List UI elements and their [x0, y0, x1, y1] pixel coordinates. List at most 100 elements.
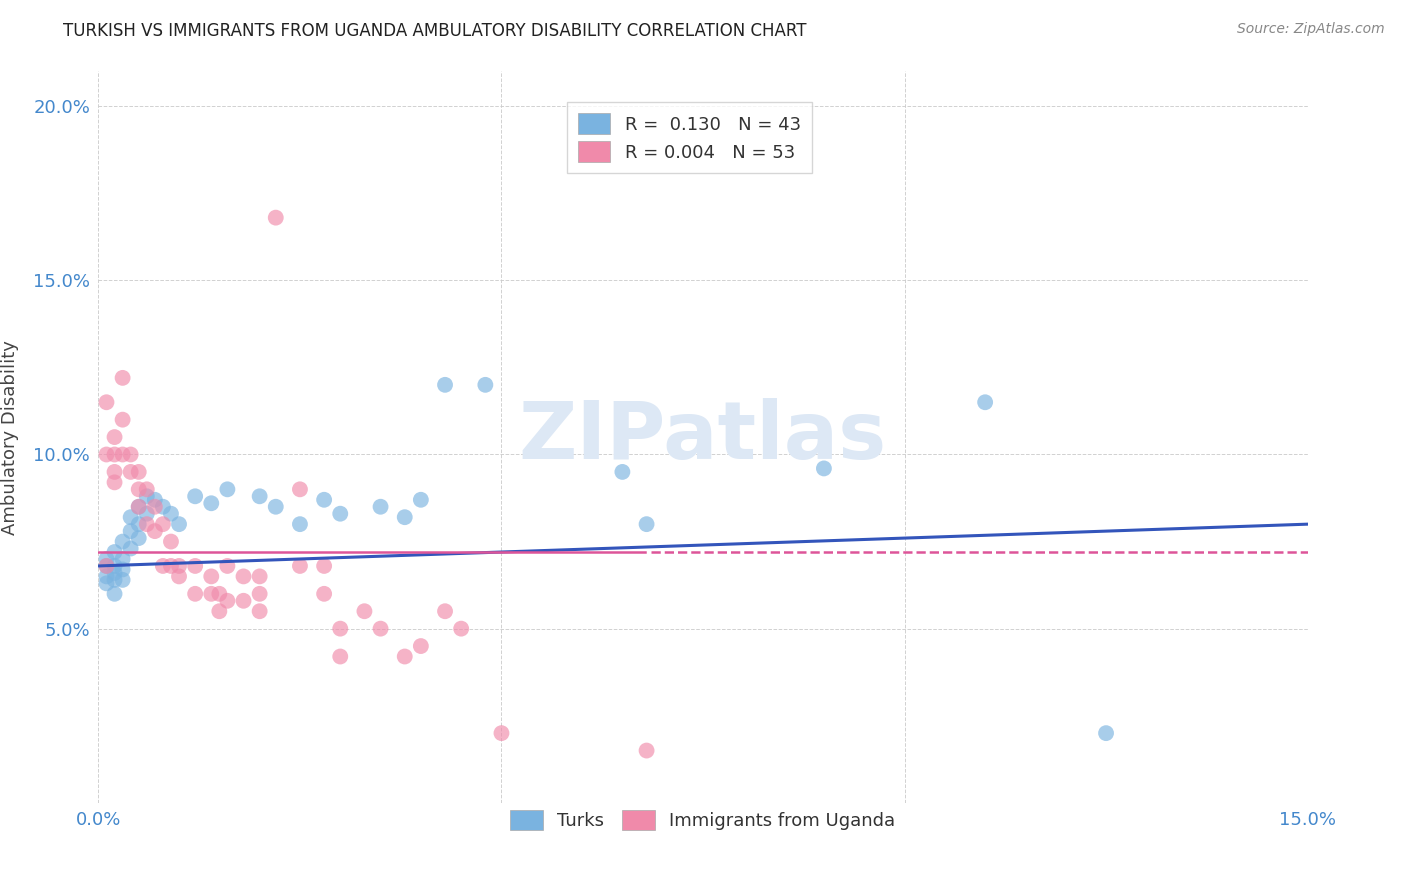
Point — [370, 622, 392, 636]
Point — [152, 558, 174, 573]
Point — [249, 489, 271, 503]
Point — [103, 475, 125, 490]
Point — [120, 465, 142, 479]
Point — [329, 649, 352, 664]
Point — [217, 483, 239, 497]
Legend: Turks, Immigrants from Uganda: Turks, Immigrants from Uganda — [503, 803, 903, 838]
Point — [96, 558, 118, 573]
Point — [208, 587, 231, 601]
Point — [152, 500, 174, 514]
Point — [264, 211, 287, 225]
Point — [329, 622, 352, 636]
Point — [128, 500, 150, 514]
Point — [200, 496, 222, 510]
Point — [96, 448, 118, 462]
Point — [167, 569, 190, 583]
Point — [636, 743, 658, 757]
Point — [636, 517, 658, 532]
Point — [474, 377, 496, 392]
Point — [200, 569, 222, 583]
Point — [120, 510, 142, 524]
Point — [434, 377, 457, 392]
Point — [329, 507, 352, 521]
Point — [409, 639, 432, 653]
Point — [160, 507, 183, 521]
Point — [111, 371, 134, 385]
Point — [314, 587, 336, 601]
Point — [103, 448, 125, 462]
Point — [1095, 726, 1118, 740]
Point — [128, 517, 150, 532]
Point — [103, 545, 125, 559]
Point — [120, 448, 142, 462]
Point — [128, 500, 150, 514]
Point — [143, 492, 166, 507]
Point — [434, 604, 457, 618]
Point — [184, 587, 207, 601]
Point — [288, 558, 311, 573]
Point — [160, 558, 183, 573]
Text: ZIPatlas: ZIPatlas — [519, 398, 887, 476]
Point — [394, 510, 416, 524]
Point — [96, 569, 118, 583]
Point — [409, 492, 432, 507]
Point — [111, 448, 134, 462]
Point — [111, 573, 134, 587]
Point — [314, 492, 336, 507]
Point — [103, 465, 125, 479]
Point — [143, 524, 166, 538]
Point — [491, 726, 513, 740]
Point — [217, 594, 239, 608]
Point — [111, 552, 134, 566]
Point — [135, 489, 157, 503]
Point — [152, 517, 174, 532]
Point — [96, 558, 118, 573]
Point — [111, 412, 134, 426]
Point — [249, 604, 271, 618]
Point — [813, 461, 835, 475]
Point — [232, 569, 254, 583]
Text: Source: ZipAtlas.com: Source: ZipAtlas.com — [1237, 22, 1385, 37]
Point — [160, 534, 183, 549]
Point — [394, 649, 416, 664]
Point — [143, 500, 166, 514]
Point — [111, 534, 134, 549]
Point — [167, 517, 190, 532]
Point — [96, 395, 118, 409]
Point — [288, 517, 311, 532]
Point — [120, 524, 142, 538]
Point — [103, 566, 125, 580]
Text: TURKISH VS IMMIGRANTS FROM UGANDA AMBULATORY DISABILITY CORRELATION CHART: TURKISH VS IMMIGRANTS FROM UGANDA AMBULA… — [63, 22, 807, 40]
Point — [370, 500, 392, 514]
Point — [128, 531, 150, 545]
Point — [353, 604, 375, 618]
Point — [974, 395, 997, 409]
Point — [103, 587, 125, 601]
Point — [184, 558, 207, 573]
Point — [200, 587, 222, 601]
Point — [103, 558, 125, 573]
Point — [249, 569, 271, 583]
Point — [135, 483, 157, 497]
Point — [249, 587, 271, 601]
Point — [288, 483, 311, 497]
Point — [612, 465, 634, 479]
Point — [184, 489, 207, 503]
Y-axis label: Ambulatory Disability: Ambulatory Disability — [1, 340, 20, 534]
Point — [232, 594, 254, 608]
Point — [314, 558, 336, 573]
Point — [128, 465, 150, 479]
Point — [208, 604, 231, 618]
Point — [217, 558, 239, 573]
Point — [103, 430, 125, 444]
Point — [96, 552, 118, 566]
Point — [120, 541, 142, 556]
Point — [103, 573, 125, 587]
Point — [135, 507, 157, 521]
Point — [96, 576, 118, 591]
Point — [264, 500, 287, 514]
Point — [450, 622, 472, 636]
Point — [128, 483, 150, 497]
Point — [111, 562, 134, 576]
Point — [167, 558, 190, 573]
